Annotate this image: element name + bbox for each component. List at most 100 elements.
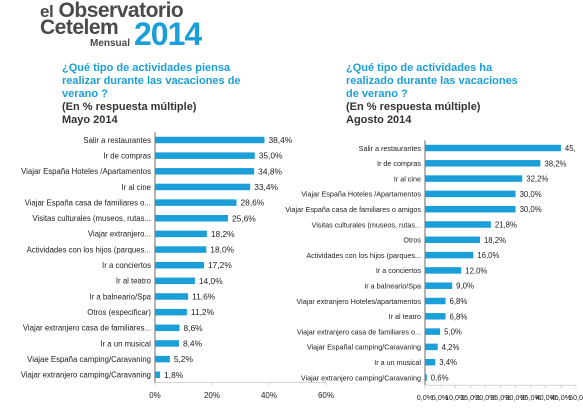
left-chart-heading: ¿Qué tipo de actividades piensa realizar… xyxy=(62,62,241,127)
left-question-line-3: verano ? xyxy=(62,88,108,100)
right-value-label: 0,6% xyxy=(431,374,449,383)
left-value-label: 11,2% xyxy=(191,307,215,317)
right-value-label: 12,0% xyxy=(465,266,487,275)
right-bar xyxy=(425,358,436,366)
left-bar xyxy=(155,183,251,191)
left-bar xyxy=(155,199,237,206)
left-category-label: Viajar extranjero... xyxy=(88,230,151,239)
right-bar xyxy=(425,297,446,305)
right-bar xyxy=(425,144,561,152)
right-category-label: Salir a restaurantes xyxy=(359,144,422,153)
right-x-tick-label: 30,0% xyxy=(505,393,526,402)
left-category-label: Viajar España casa de familiares o... xyxy=(25,198,151,207)
left-category-label: Salir a restaurantes xyxy=(83,136,151,145)
right-value-label: 3,4% xyxy=(439,358,457,367)
right-x-tick-label: 0,0% xyxy=(417,393,434,402)
left-category-label: Otros (especificar) xyxy=(87,308,151,317)
right-value-label: 5,0% xyxy=(444,328,462,337)
right-bar xyxy=(425,175,523,182)
right-x-tick-label: 50,0 xyxy=(569,393,583,402)
left-subtitle-line-1: (En % respuesta múltiple) xyxy=(62,101,197,113)
right-bar xyxy=(425,313,446,320)
left-bar xyxy=(155,168,255,175)
right-category-label: Viajar extranjero Hoteles/apartamentos xyxy=(296,297,421,306)
right-value-label: 32,2% xyxy=(526,175,548,184)
logo-line-2: Cetelem xyxy=(40,16,119,39)
right-question-line-3: de verano ? xyxy=(346,88,408,100)
left-x-tick-label: 40% xyxy=(261,391,277,400)
left-value-label: 38,4% xyxy=(268,135,292,145)
left-value-label: 5,2% xyxy=(174,354,194,364)
left-bar xyxy=(155,293,189,300)
right-x-tick-label: 15,0% xyxy=(460,393,481,402)
left-x-tick-label: 60% xyxy=(318,391,334,400)
right-category-label: Viajar Españal camping/Caravaning xyxy=(307,343,421,352)
left-value-label: 35,0% xyxy=(259,151,283,161)
right-bar xyxy=(425,282,453,289)
right-chart-heading: ¿Qué tipo de actividades ha realizado du… xyxy=(346,62,518,127)
right-x-tick-label: 35,0% xyxy=(521,393,542,402)
right-category-label: Ir al cine xyxy=(394,174,421,183)
right-value-label: 21,8% xyxy=(495,221,517,230)
right-category-label: Ir a un musical xyxy=(374,358,421,367)
right-category-label: Ir al teatro xyxy=(389,312,421,321)
right-bar xyxy=(425,251,474,259)
right-category-label: Actividades con los hijos (parques... xyxy=(306,251,421,260)
left-category-label: Viajae España camping/Caravaning xyxy=(27,355,151,364)
observatorio-logo: el Observatorio Cetelem Mensual 2014 xyxy=(40,0,240,56)
right-x-tick-label: 25,0% xyxy=(490,393,511,402)
logo-line-1: el Observatorio xyxy=(40,0,184,23)
right-bar xyxy=(425,160,541,167)
left-category-label: Viajar España Hoteles /Apartamentos xyxy=(21,167,151,176)
left-value-label: 8,4% xyxy=(183,338,203,348)
left-category-label: Ir a balneario/Spa xyxy=(89,292,151,301)
right-category-label: Ir a conciertos xyxy=(376,266,422,275)
left-bar xyxy=(155,136,265,144)
right-value-label: 6,8% xyxy=(450,297,468,306)
left-value-label: 17,2% xyxy=(208,260,232,270)
left-value-label: 34,8% xyxy=(258,166,282,176)
left-bar xyxy=(155,215,228,222)
right-value-label: 18,2% xyxy=(484,236,506,245)
left-value-label: 18,2% xyxy=(211,229,235,239)
right-subtitle-line-1: (En % respuesta múltiple) xyxy=(346,101,481,113)
left-category-label: Actividades con los hijos (parques... xyxy=(27,245,151,254)
right-bar xyxy=(425,267,462,274)
right-value-label: 38,2% xyxy=(544,159,566,168)
right-category-label: Viajar España Hoteles /Apartamentos xyxy=(301,190,421,199)
logo-year: 2014 xyxy=(134,16,202,52)
left-category-label: Ir de compras xyxy=(103,151,151,160)
left-value-label: 28,6% xyxy=(241,198,265,208)
left-category-label: Visitas culturales (museos, rutas... xyxy=(32,214,151,223)
right-value-label: 30,0% xyxy=(520,190,542,199)
right-x-tick-label: 40,0% xyxy=(536,393,557,402)
right-bar xyxy=(425,190,516,198)
right-bar xyxy=(425,374,427,381)
left-x-tick-label: 0% xyxy=(149,391,161,400)
left-value-label: 11,6% xyxy=(192,292,216,302)
right-bar xyxy=(425,343,438,351)
left-value-label: 18,0% xyxy=(210,245,234,255)
left-value-label: 8,6% xyxy=(184,323,204,333)
right-bar xyxy=(425,236,480,244)
left-subtitle-line-2: Mayo 2014 xyxy=(62,114,118,126)
left-bar xyxy=(155,340,179,347)
left-value-label: 14,0% xyxy=(199,276,223,286)
logo-line-3: Mensual xyxy=(90,38,131,49)
left-category-label: Viajar extranjero camping/Caravaning xyxy=(21,371,151,380)
right-x-tick-label: 20,0% xyxy=(475,393,496,402)
left-category-label: Ir a un musical xyxy=(100,339,151,348)
left-bar xyxy=(155,261,205,269)
right-bar xyxy=(425,205,516,213)
left-value-label: 1,8% xyxy=(164,370,184,380)
left-category-label: Ir al cine xyxy=(122,183,151,192)
right-x-tick-label: 10,0% xyxy=(445,393,466,402)
right-x-tick-label: 5,0% xyxy=(432,393,449,402)
left-x-tick-label: 20% xyxy=(204,391,220,400)
left-bar xyxy=(155,152,255,159)
right-value-label: 6,8% xyxy=(450,312,468,321)
logo-main-word: Observatorio xyxy=(58,0,184,22)
left-value-label: 25,6% xyxy=(232,213,256,223)
left-bar xyxy=(155,355,170,363)
